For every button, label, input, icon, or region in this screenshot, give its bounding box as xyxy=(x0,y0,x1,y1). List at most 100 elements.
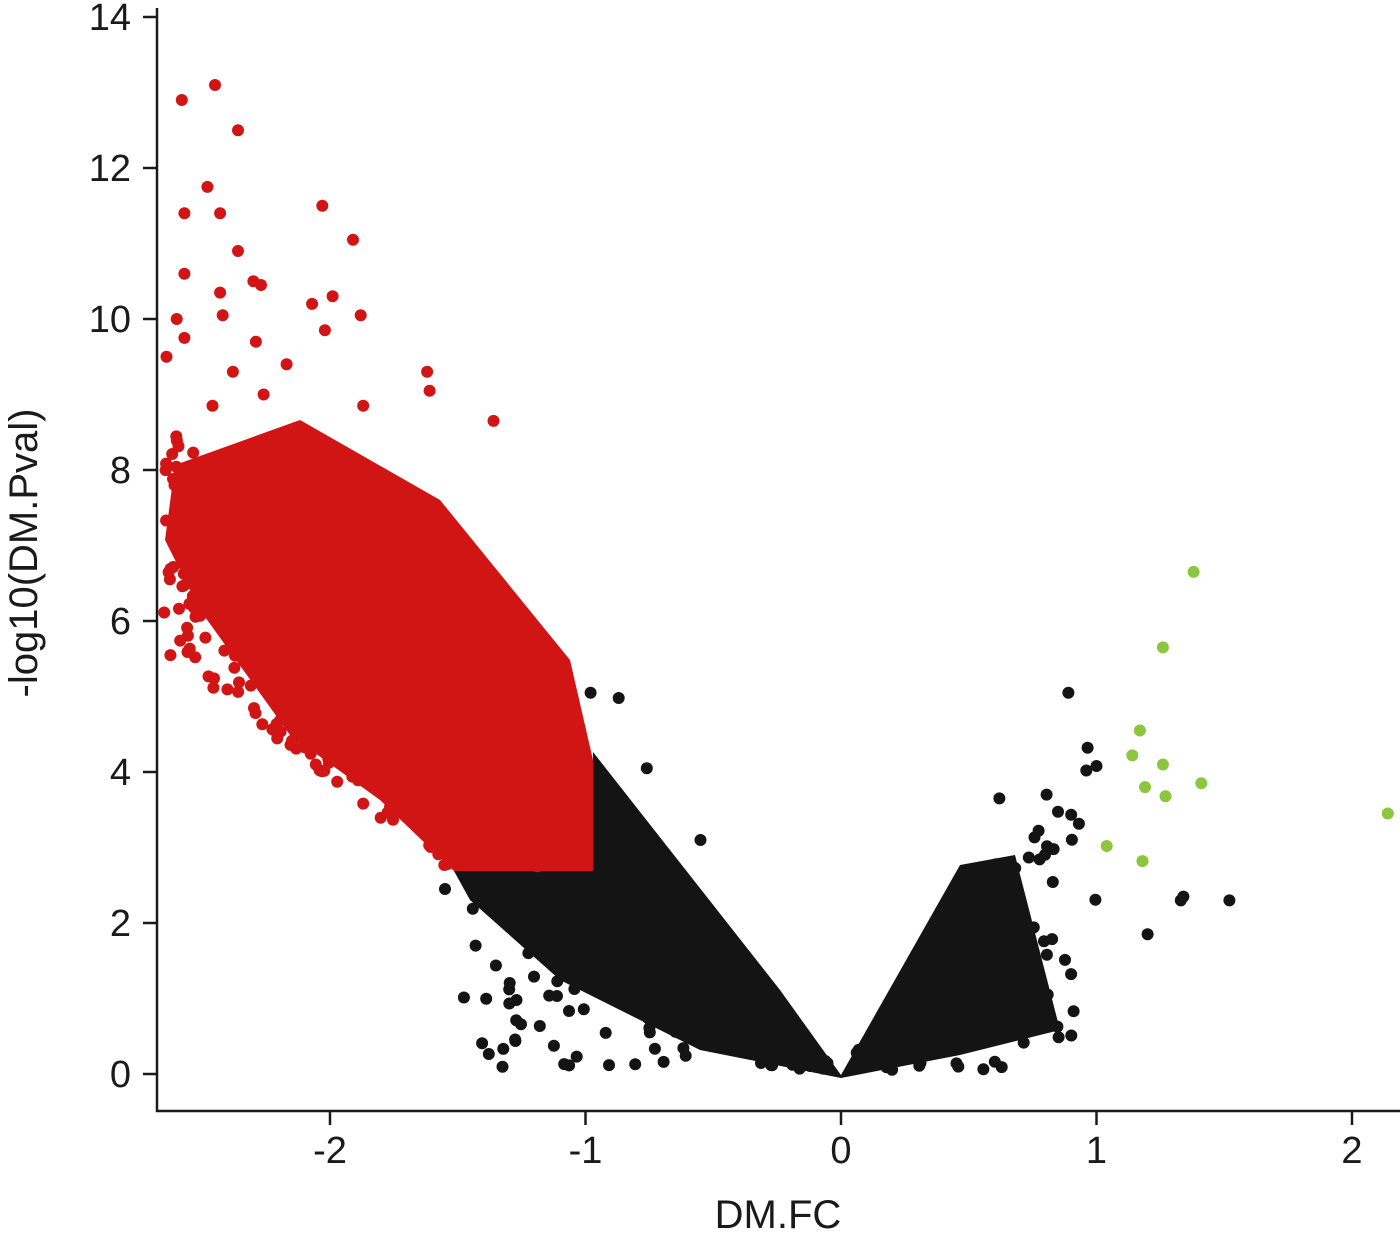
point-significant-down xyxy=(397,784,410,797)
point-non-significant xyxy=(551,975,564,988)
point-significant-down xyxy=(553,798,566,811)
point-significant-down xyxy=(523,725,536,738)
x-tick-label: -1 xyxy=(569,1130,603,1172)
point-significant-down xyxy=(257,388,270,401)
point-significant-down xyxy=(238,504,251,517)
point-non-significant xyxy=(1022,991,1034,1004)
point-non-significant xyxy=(585,961,598,974)
point-significant-down xyxy=(249,707,262,720)
point-significant-down xyxy=(255,279,267,291)
point-non-significant xyxy=(647,915,660,928)
point-significant-down xyxy=(493,747,506,760)
point-significant-up xyxy=(1195,777,1208,790)
point-significant-down xyxy=(304,747,317,760)
point-significant-down xyxy=(396,695,409,708)
point-significant-down xyxy=(342,630,355,643)
point-non-significant xyxy=(627,986,640,999)
point-non-significant xyxy=(1072,817,1085,830)
point-non-significant xyxy=(873,1030,886,1043)
point-significant-down xyxy=(242,621,255,634)
point-significant-down xyxy=(357,399,370,412)
point-significant-down xyxy=(348,727,361,740)
point-significant-down xyxy=(462,850,475,863)
point-significant-down xyxy=(444,665,457,678)
point-significant-down xyxy=(373,602,386,615)
point-non-significant xyxy=(780,1027,793,1040)
point-significant-down xyxy=(424,841,437,853)
point-significant-down xyxy=(438,859,451,871)
point-significant-down xyxy=(405,627,418,640)
point-significant-down xyxy=(491,798,504,810)
point-significant-down xyxy=(457,674,470,686)
point-significant-down xyxy=(511,714,524,727)
point-significant-down xyxy=(390,758,403,771)
point-significant-down xyxy=(313,704,326,717)
point-significant-down xyxy=(294,626,307,639)
point-significant-down xyxy=(296,693,309,706)
point-non-significant xyxy=(1040,948,1053,961)
point-significant-down xyxy=(309,758,322,771)
point-non-significant xyxy=(1017,1036,1030,1049)
point-significant-down xyxy=(201,496,214,509)
point-significant-down xyxy=(224,588,237,601)
point-non-significant xyxy=(977,954,990,967)
point-non-significant xyxy=(967,1005,980,1018)
point-significant-down xyxy=(427,827,440,840)
point-significant-down xyxy=(314,656,326,669)
point-significant-down xyxy=(244,679,257,692)
point-significant-down xyxy=(206,481,219,494)
point-significant-down xyxy=(392,673,405,686)
point-significant-up xyxy=(1126,749,1139,762)
point-non-significant xyxy=(1028,831,1041,844)
point-significant-down xyxy=(401,682,413,695)
point-significant-down xyxy=(325,692,338,705)
point-non-significant xyxy=(661,999,674,1012)
point-non-significant xyxy=(1011,949,1024,962)
point-non-significant xyxy=(570,1050,583,1063)
point-significant-down xyxy=(550,757,563,770)
point-significant-down xyxy=(249,335,262,348)
point-significant-down xyxy=(247,611,260,623)
point-significant-down xyxy=(201,180,214,193)
point-significant-down xyxy=(181,492,193,505)
point-significant-down xyxy=(451,690,464,703)
point-non-significant xyxy=(899,979,912,992)
point-non-significant xyxy=(642,1012,654,1025)
y-tick-label: 2 xyxy=(110,903,131,945)
point-significant-down xyxy=(198,539,211,552)
point-significant-up xyxy=(1139,781,1151,794)
point-non-significant xyxy=(672,950,685,962)
point-non-significant xyxy=(634,919,647,932)
point-non-significant xyxy=(850,1046,863,1059)
point-significant-down xyxy=(414,686,427,699)
point-significant-down xyxy=(447,679,460,692)
point-significant-down xyxy=(523,783,535,796)
point-significant-down xyxy=(470,833,483,846)
point-significant-down xyxy=(213,473,226,486)
point-non-significant xyxy=(866,1052,879,1065)
point-non-significant xyxy=(657,1055,670,1068)
point-non-significant xyxy=(568,983,581,995)
point-non-significant xyxy=(613,897,626,910)
point-non-significant xyxy=(986,921,999,934)
point-significant-down xyxy=(544,855,557,868)
point-significant-down xyxy=(467,783,480,796)
point-significant-down xyxy=(552,785,564,798)
point-significant-down xyxy=(348,701,361,713)
point-significant-down xyxy=(231,600,244,613)
point-non-significant xyxy=(510,994,523,1006)
y-axis-title: -log10(DM.Pval) xyxy=(2,409,46,698)
point-significant-down xyxy=(330,609,343,622)
point-non-significant xyxy=(682,998,695,1011)
point-significant-down xyxy=(354,644,367,656)
point-non-significant xyxy=(902,1047,915,1060)
point-significant-up xyxy=(1156,758,1169,771)
point-significant-down xyxy=(357,734,370,747)
point-significant-up xyxy=(1133,724,1146,737)
point-significant-down xyxy=(263,628,275,641)
point-non-significant xyxy=(650,1006,663,1019)
point-non-significant xyxy=(1141,928,1154,941)
point-non-significant xyxy=(554,902,567,915)
point-non-significant xyxy=(469,939,482,952)
point-non-significant xyxy=(1065,1029,1078,1042)
